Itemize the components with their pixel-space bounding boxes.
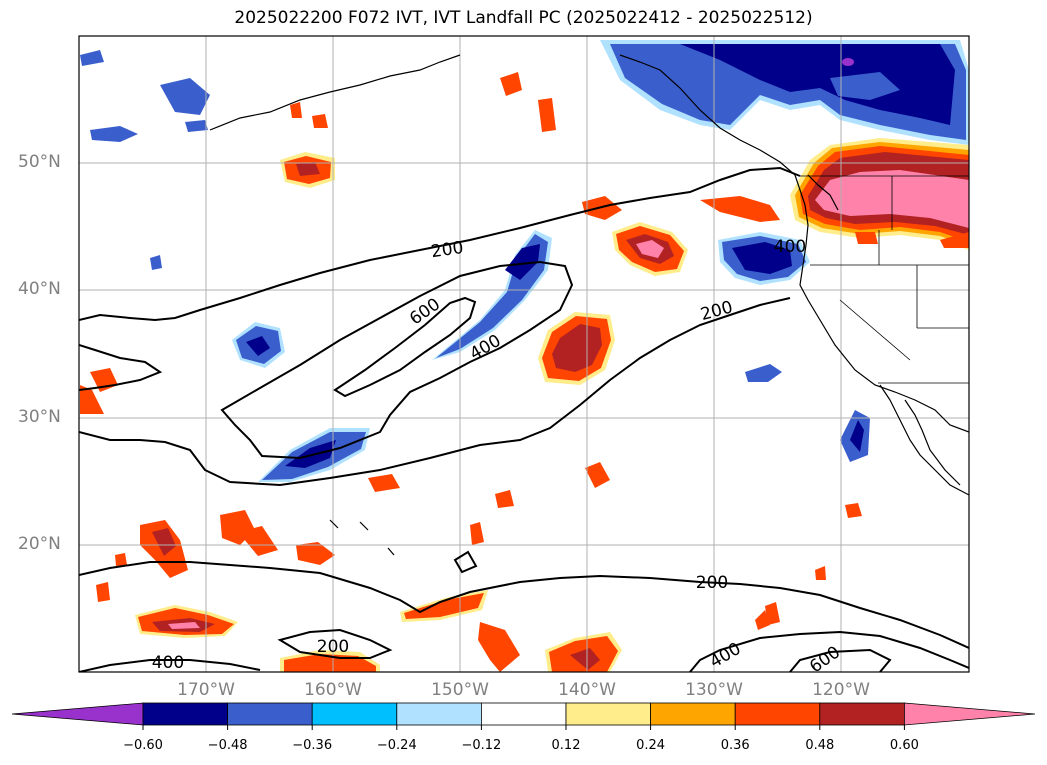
- colorbar-swatch: [396, 702, 482, 726]
- lon-label-150w: 150°W: [431, 680, 489, 700]
- gridlines: [79, 36, 969, 672]
- positive-field-scattered: [80, 72, 969, 672]
- colorbar-tick-label: −0.24: [376, 738, 417, 753]
- colorbar-swatch: [819, 702, 905, 726]
- colorbar-swatch: [734, 702, 821, 726]
- colorbar-tick-label: −0.60: [123, 738, 163, 753]
- lat-label-40n: 40°N: [18, 279, 61, 299]
- contour-label: 400: [152, 653, 184, 673]
- lon-label-170w: 170°W: [177, 680, 235, 700]
- negative-field-north-pacific: [80, 50, 210, 270]
- shaded-fields: [80, 40, 969, 672]
- map-background: [79, 36, 969, 672]
- colorbar-tick-label: −0.36: [292, 738, 333, 753]
- colorbar-tick-label: −0.48: [207, 738, 248, 753]
- colorbar-tick-label: 0.24: [636, 738, 666, 753]
- lon-label-120w: 120°W: [812, 680, 870, 700]
- state-borders: [800, 175, 969, 384]
- negative-field-157w: [232, 322, 285, 368]
- colorbar-swatch: [565, 702, 651, 726]
- colorbar-swatch: [142, 702, 228, 726]
- contour-label: 200: [696, 573, 728, 593]
- lon-label-130w: 130°W: [685, 680, 743, 700]
- colorbar-tick-label: 0.60: [889, 738, 919, 753]
- map-title: 2025022200 F072 IVT, IVT Landfall PC (20…: [234, 8, 813, 28]
- colorbar-ticks: [142, 725, 905, 730]
- contour-label: 200: [430, 238, 465, 262]
- colorbar-swatch: [227, 702, 313, 726]
- negative-field-bc: [600, 40, 969, 145]
- colorbar-tick-label: −0.12: [461, 738, 502, 753]
- contour-label: 400: [774, 237, 806, 257]
- colorbar-swatch: [311, 702, 398, 726]
- lon-label-160w: 160°W: [304, 680, 362, 700]
- map-frame: [78, 35, 970, 673]
- negative-field-coast: [745, 364, 870, 462]
- colorbar-swatch: [480, 702, 567, 726]
- colorbar-tick-label: 0.12: [551, 738, 581, 753]
- colorbar-tick-label: 0.36: [720, 738, 750, 753]
- colorbar-tick-label: 0.48: [805, 738, 835, 753]
- colorbar-extend-max: [904, 702, 1036, 726]
- ivt-contours: [79, 166, 969, 672]
- positive-field-135w: [582, 196, 688, 276]
- lat-label-50n: 50°N: [18, 152, 61, 172]
- negative-field-offshore: [718, 232, 810, 285]
- lat-label-20n: 20°N: [18, 534, 61, 554]
- coastlines: [209, 54, 969, 556]
- colorbar: [11, 702, 1036, 726]
- colorbar-extend-min: [11, 702, 144, 726]
- lat-label-30n: 30°N: [18, 407, 61, 427]
- lon-label-140w: 140°W: [558, 680, 616, 700]
- positive-field-140w: [538, 312, 615, 385]
- contour-label: 200: [317, 637, 349, 657]
- colorbar-swatch: [650, 702, 736, 726]
